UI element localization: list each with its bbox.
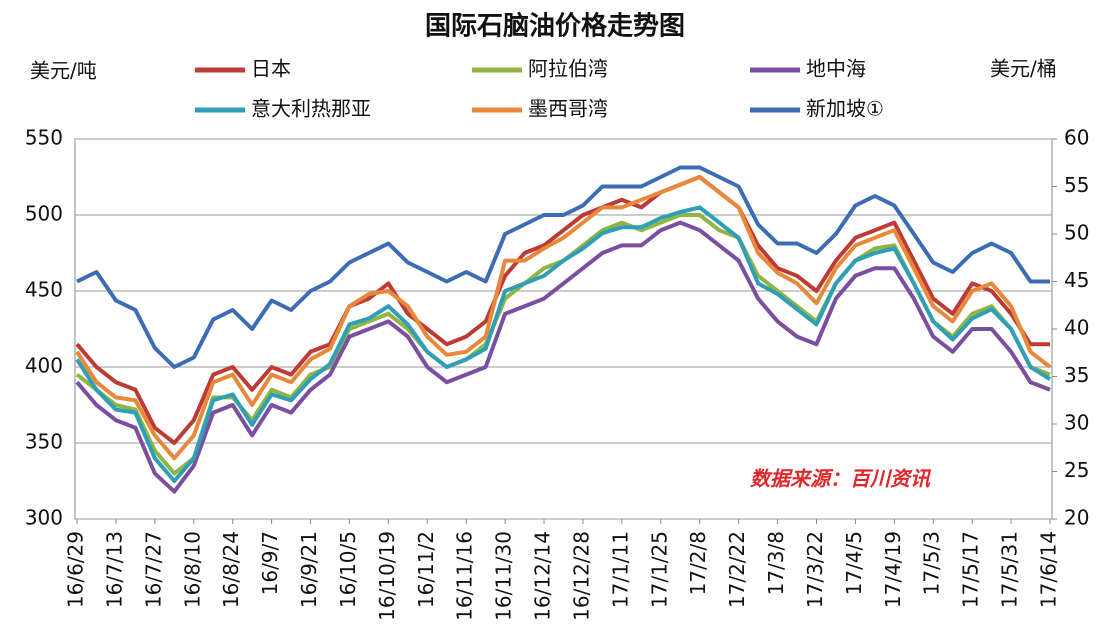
x-tick-label: 16/8/10 bbox=[180, 531, 204, 608]
x-tick-label: 16/12/28 bbox=[569, 531, 593, 621]
x-tick-label: 16/11/2 bbox=[414, 531, 438, 608]
x-tick-label: 16/8/24 bbox=[219, 531, 243, 608]
x-tick-label: 16/7/27 bbox=[141, 531, 165, 608]
series-line bbox=[75, 220, 1051, 494]
x-tick-label: 17/4/19 bbox=[881, 531, 905, 608]
x-tick-label: 16/12/14 bbox=[531, 531, 555, 621]
y2-tick-label: 30 bbox=[1064, 411, 1089, 435]
y2-tick-label: 60 bbox=[1064, 126, 1089, 150]
x-tick-label: 17/3/8 bbox=[764, 531, 788, 595]
y2-tick-label: 20 bbox=[1064, 506, 1089, 530]
x-tick-label: 17/4/5 bbox=[842, 531, 866, 595]
x-tick-label: 16/11/16 bbox=[453, 531, 477, 621]
legend-label: 地中海 bbox=[806, 57, 866, 81]
x-tick-label: 17/2/8 bbox=[686, 531, 710, 595]
series-line bbox=[75, 175, 1050, 445]
series-line bbox=[76, 165, 1050, 369]
series-line bbox=[75, 205, 1052, 483]
x-tick-label: 17/5/31 bbox=[998, 531, 1022, 608]
x-tick-label: 16/11/30 bbox=[492, 531, 516, 621]
y-tick-label: 400 bbox=[25, 354, 63, 378]
y-tick-label: 350 bbox=[25, 430, 63, 454]
y2-tick-label: 55 bbox=[1064, 173, 1089, 197]
legend-label: 新加坡① bbox=[806, 97, 884, 121]
y2-tick-label: 45 bbox=[1064, 268, 1089, 292]
series-line bbox=[75, 175, 1052, 461]
plot-frame bbox=[74, 138, 1053, 520]
x-tick-label: 16/7/13 bbox=[102, 531, 126, 608]
source-note: 数据来源：百川资讯 bbox=[750, 467, 932, 491]
legend-label: 意大利热那亚 bbox=[251, 97, 371, 121]
x-tick-label: 16/10/19 bbox=[375, 531, 399, 621]
legend-label: 墨西哥湾 bbox=[528, 97, 608, 121]
chart-title: 国际石脑油价格走势图 bbox=[425, 11, 685, 42]
x-tick-label: 17/1/25 bbox=[647, 531, 671, 608]
x-tick-label: 17/1/11 bbox=[608, 531, 632, 608]
y-tick-label: 450 bbox=[25, 278, 63, 302]
y-tick-label: 300 bbox=[25, 506, 63, 530]
y-tick-label: 550 bbox=[25, 126, 63, 150]
legend-label: 日本 bbox=[251, 57, 291, 81]
x-tick-label: 17/6/14 bbox=[1037, 531, 1061, 608]
y-tick-label: 500 bbox=[25, 202, 63, 226]
y2-tick-label: 35 bbox=[1064, 363, 1089, 387]
x-tick-label: 16/10/5 bbox=[336, 531, 360, 608]
series-line bbox=[75, 213, 1051, 476]
x-tick-label: 16/9/21 bbox=[297, 531, 321, 608]
x-tick-label: 16/6/29 bbox=[64, 531, 88, 608]
y-axis-label: 美元/吨 bbox=[30, 59, 97, 83]
x-tick-label: 17/3/22 bbox=[803, 531, 827, 608]
x-tick-label: 17/5/17 bbox=[959, 531, 983, 608]
y2-tick-label: 25 bbox=[1064, 458, 1089, 482]
y2-tick-label: 40 bbox=[1064, 316, 1089, 340]
x-tick-label: 17/2/22 bbox=[725, 531, 749, 608]
x-tick-label: 17/5/3 bbox=[920, 531, 944, 595]
x-tick-label: 16/9/7 bbox=[258, 531, 282, 595]
y2-axis-label: 美元/桶 bbox=[990, 57, 1057, 81]
legend-label: 阿拉伯湾 bbox=[528, 57, 608, 81]
y2-tick-label: 50 bbox=[1064, 221, 1089, 245]
